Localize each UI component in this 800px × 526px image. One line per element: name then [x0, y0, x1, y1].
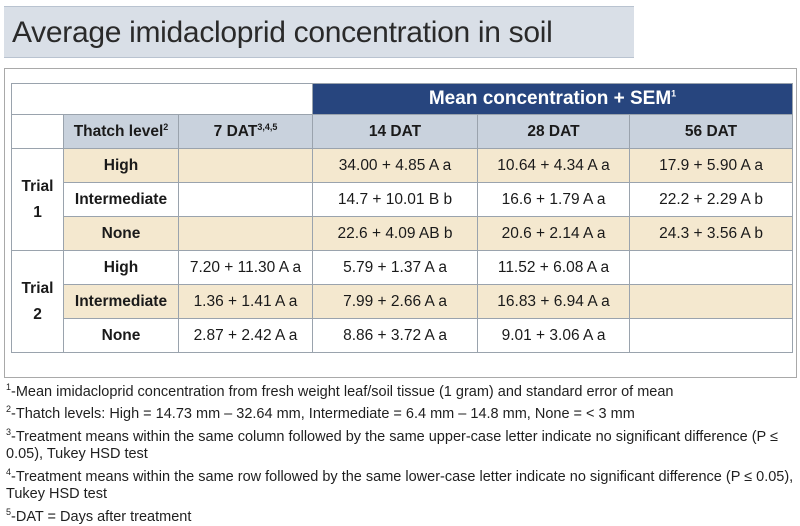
footnote-2: 2-Thatch levels: High = 14.73 mm – 32.64…	[6, 404, 635, 423]
table-row: None 22.6 + 4.09 AB b 20.6 + 2.14 A a 24…	[12, 216, 794, 251]
value-cell: 8.86 + 3.72 A a	[312, 318, 479, 353]
value-cell: 1.36 + 1.41 A a	[177, 284, 314, 319]
value-cell: 16.83 + 6.94 A a	[477, 284, 631, 319]
value-cell	[177, 182, 314, 217]
header-row-group: Mean concentration + SEM1	[10, 83, 794, 115]
value-cell: 16.6 + 1.79 A a	[477, 182, 631, 217]
trial-2-label: Trial 2	[11, 250, 64, 353]
table-frame: Mean concentration + SEM1 Thatch level2 …	[4, 68, 797, 378]
value-cell	[177, 216, 314, 251]
footnote-4: 4-Treatment means within the same row fo…	[6, 466, 794, 503]
footnote-3: 3-Treatment means within the same column…	[6, 426, 778, 463]
thatch-cell: High	[63, 250, 179, 285]
page-title: Average imidacloprid concentration in so…	[12, 16, 553, 49]
value-cell: 10.64 + 4.34 A a	[477, 148, 631, 183]
value-cell	[629, 284, 794, 319]
concentration-table: Mean concentration + SEM1 Thatch level2 …	[10, 83, 794, 353]
column-header-14dat: 14 DAT	[312, 114, 479, 149]
value-cell	[177, 148, 314, 183]
table-row: Intermediate 14.7 + 10.01 B b 16.6 + 1.7…	[12, 182, 794, 217]
table-row: Intermediate 1.36 + 1.41 A a 7.99 + 2.66…	[12, 284, 794, 319]
value-cell: 22.6 + 4.09 AB b	[312, 216, 479, 251]
column-header-28dat: 28 DAT	[477, 114, 631, 149]
thatch-cell: None	[63, 318, 179, 353]
value-cell: 20.6 + 2.14 A a	[477, 216, 631, 251]
value-cell	[629, 250, 794, 285]
value-cell	[629, 318, 794, 353]
value-cell: 9.01 + 3.06 A a	[477, 318, 631, 353]
footnote-1: 1-Mean imidacloprid concentration from f…	[6, 382, 674, 400]
thatch-cell: Intermediate	[63, 284, 179, 319]
table-row: Trial 1 High 34.00 + 4.85 A a 10.64 + 4.3…	[11, 148, 794, 251]
thatch-cell: Intermediate	[63, 182, 179, 217]
value-cell: 14.7 + 10.01 B b	[312, 182, 479, 217]
value-cell: 5.79 + 1.37 A a	[312, 250, 479, 285]
header-blank	[10, 83, 314, 115]
column-header-56dat: 56 DAT	[629, 114, 794, 149]
value-cell: 17.9 + 5.90 A a	[629, 148, 794, 183]
column-header-7dat: 7 DAT3,4,5	[177, 114, 314, 149]
thatch-cell: High	[63, 148, 179, 183]
table-row: Trial 2 High 7.20 + 11.30 A a 5.79 + 1.37…	[11, 250, 794, 353]
footnote-5: 5-DAT = Days after treatment	[6, 506, 192, 525]
trial-1-label: Trial 1	[11, 148, 64, 251]
thatch-level-header: Thatch level2	[63, 114, 179, 149]
header-row-columns: Thatch level2 7 DAT3,4,5 14 DAT 28 DAT 5…	[11, 114, 794, 149]
value-cell: 11.52 + 6.08 A a	[477, 250, 631, 285]
value-cell: 24.3 + 3.56 A b	[629, 216, 794, 251]
value-cell: 2.87 + 2.42 A a	[177, 318, 314, 353]
value-cell: 22.2 + 2.29 A b	[629, 182, 794, 217]
table-row: None 2.87 + 2.42 A a 8.86 + 3.72 A a 9.0…	[12, 318, 794, 353]
value-cell: 7.20 + 11.30 A a	[177, 250, 314, 285]
thatch-cell: None	[63, 216, 179, 251]
mean-concentration-header: Mean concentration + SEM1	[312, 83, 794, 115]
title-banner: Average imidacloprid concentration in so…	[4, 6, 634, 58]
value-cell: 7.99 + 2.66 A a	[312, 284, 479, 319]
footnotes: 1-Mean imidacloprid concentration from f…	[6, 379, 796, 526]
value-cell: 34.00 + 4.85 A a	[312, 148, 479, 183]
header-corner	[11, 114, 64, 149]
